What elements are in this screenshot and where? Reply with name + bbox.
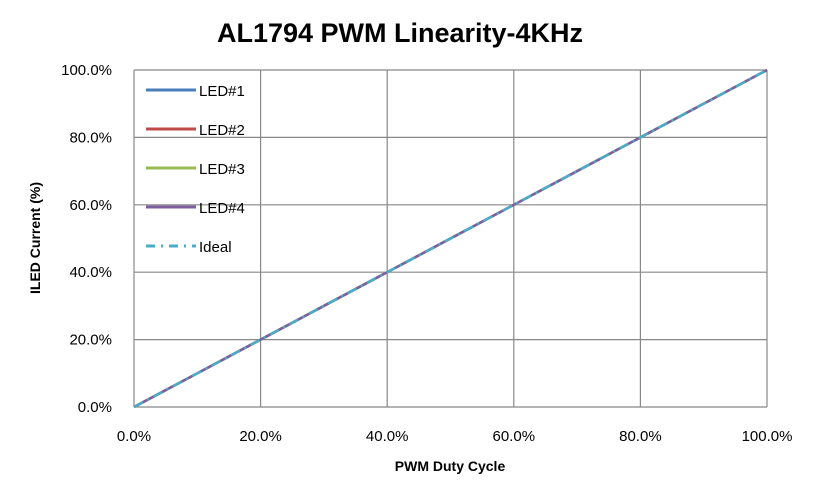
y-tick-label: 20.0% <box>69 332 112 349</box>
x-tick-label: 20.0% <box>239 428 282 445</box>
legend-label: LED#3 <box>199 161 245 178</box>
x-tick-label: 80.0% <box>619 428 662 445</box>
y-tick-label: 80.0% <box>69 129 112 146</box>
y-tick-label: 40.0% <box>69 264 112 281</box>
series-line-ideal <box>133 68 768 409</box>
x-tick-label: 40.0% <box>366 428 409 445</box>
x-tick-label: 100.0% <box>742 428 793 445</box>
y-tick-label: 100.0% <box>61 62 112 79</box>
y-tick-label: 0.0% <box>78 399 112 416</box>
y-tick-label: 60.0% <box>69 197 112 214</box>
x-axis-label: PWM Duty Cycle <box>395 458 506 474</box>
legend-label: LED#2 <box>199 122 245 139</box>
x-tick-label: 0.0% <box>117 428 151 445</box>
x-tick-label: 60.0% <box>493 428 536 445</box>
chart-title: AL1794 PWM Linearity-4KHz <box>217 18 583 48</box>
legend-label: Ideal <box>199 239 232 256</box>
legend-label: LED#4 <box>199 200 245 217</box>
y-axis-label: ILED Current (%) <box>27 182 43 294</box>
legend-label: LED#1 <box>199 83 245 100</box>
